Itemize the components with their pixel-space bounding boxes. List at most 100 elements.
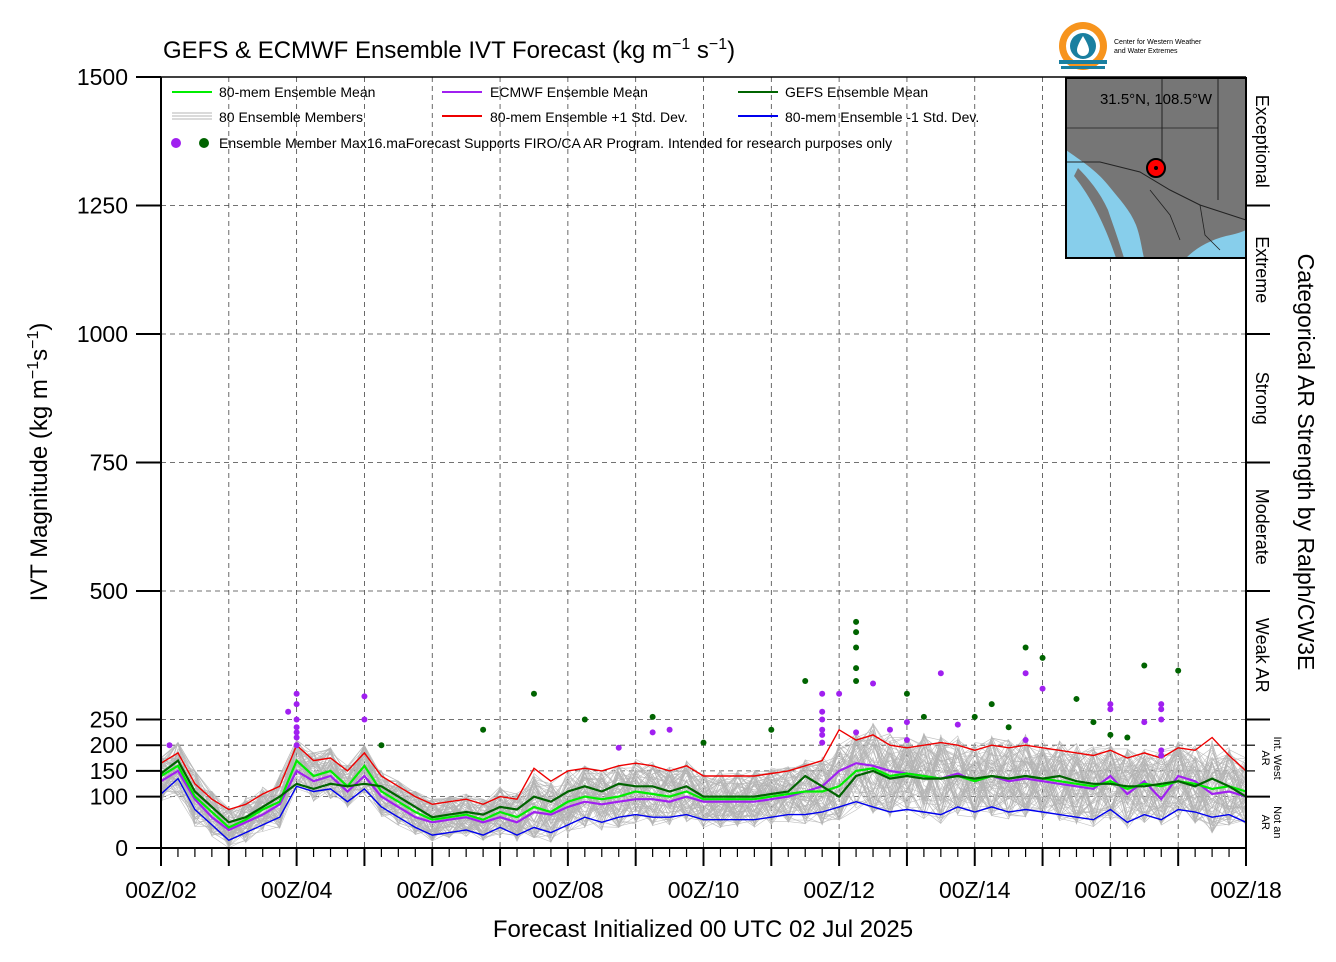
ecmwf-max-point xyxy=(954,721,961,728)
gefs-max-point xyxy=(853,629,860,636)
legend-minus: 80-mem Ensemble -1 Std. Dev. xyxy=(785,109,979,125)
gefs-max-point xyxy=(1022,644,1029,651)
inset-location: 31.5°N, 108.5°W xyxy=(1100,91,1213,108)
max-points xyxy=(166,618,1182,759)
ecmwf-max-point xyxy=(819,690,826,697)
gefs-max-point xyxy=(853,677,860,684)
ecmwf-max-point xyxy=(1141,719,1148,726)
gefs-max-point xyxy=(802,677,809,684)
ecmwf-max-point xyxy=(1158,752,1165,759)
x-axis-label: Forecast Initialized 00 UTC 02 Jul 2025 xyxy=(493,916,913,943)
ecmwf-max-point xyxy=(819,716,826,723)
logo-line-1: Center for Western Weather xyxy=(1114,39,1202,46)
x-tick-label: 00Z/02 xyxy=(125,877,197,903)
ecmwf-max-point xyxy=(293,742,300,749)
gefs-max-point xyxy=(1039,654,1046,661)
x-ticks: 00Z/02 00Z/04 00Z/06 00Z/08 00Z/10 00Z/12 00Z/… xyxy=(125,848,1282,903)
ecmwf-max-point xyxy=(293,729,300,736)
ecmwf-max-point xyxy=(1039,685,1046,692)
category-label: Strong xyxy=(1252,372,1272,425)
ensemble-member-line xyxy=(160,738,1247,839)
ensemble-member-line xyxy=(160,739,1247,838)
category-label-part: AR xyxy=(1259,815,1271,830)
legend-plus: 80-mem Ensemble +1 Std. Dev. xyxy=(490,109,688,125)
chart-title: GEFS & ECMWF Ensemble IVT Forecast (kg m… xyxy=(163,36,735,64)
ensemble-member-line xyxy=(160,736,1247,834)
category-label-part: AR xyxy=(1259,750,1271,765)
gefs-max-point xyxy=(988,701,995,708)
ecmwf-max-point xyxy=(285,708,292,715)
ecmwf-max-point xyxy=(903,737,910,744)
ecmwf-max-point xyxy=(819,739,826,746)
x-tick-label: 00Z/16 xyxy=(1075,877,1147,903)
ensemble-member-line xyxy=(160,732,1247,839)
gefs-max-point xyxy=(1175,667,1182,674)
gefs-max-point xyxy=(853,665,860,672)
ensemble-member-line xyxy=(160,728,1247,841)
gefs-max-point xyxy=(581,716,588,723)
category-label: Int. West xyxy=(1271,736,1283,779)
ecmwf-max-point xyxy=(819,726,826,733)
x-tick-label: 00Z/18 xyxy=(1210,877,1282,903)
ensemble-member-line xyxy=(160,734,1247,839)
gefs-max-point xyxy=(971,713,978,720)
legend: 80-mem Ensemble Mean 80 Ensemble Members… xyxy=(171,84,979,151)
ensemble-member-line xyxy=(160,737,1247,842)
y-tick-label: 1500 xyxy=(77,64,128,90)
gefs-max-point xyxy=(1073,695,1080,702)
ecmwf-max-point xyxy=(853,729,860,736)
inset-map: 31.5°N, 108.5°W xyxy=(1065,77,1247,259)
ecmwf-max-point xyxy=(166,742,173,749)
legend-gefs: GEFS Ensemble Mean xyxy=(785,84,928,100)
category-label: Not an xyxy=(1271,806,1283,838)
gefs-max-point xyxy=(649,713,656,720)
gefs-max-point xyxy=(1005,724,1012,731)
legend-ecmwf: ECMWF Ensemble Mean xyxy=(490,84,648,100)
ecmwf-max-point xyxy=(1158,716,1165,723)
ecmwf-max-point xyxy=(666,726,673,733)
x-tick-label: 00Z/10 xyxy=(668,877,740,903)
notice-text: Forecast Supports FIRO/CA AR Program. In… xyxy=(406,135,892,151)
ecmwf-max-point xyxy=(1022,670,1029,677)
gefs-max-point xyxy=(700,739,707,746)
y-tick-label: 0 xyxy=(115,835,128,861)
y-tick-label: 750 xyxy=(90,450,128,476)
series-plus-line xyxy=(160,728,1247,811)
ensemble-members xyxy=(160,722,1247,849)
ensemble-member-line xyxy=(160,736,1247,839)
x-tick-label: 00Z/06 xyxy=(396,877,468,903)
y-axis-label: IVT Magnitude (kg m−1s−1) xyxy=(25,323,53,602)
ecmwf-max-point xyxy=(293,716,300,723)
ecmwf-max-point xyxy=(870,680,877,687)
gefs-max-point xyxy=(853,644,860,651)
gefs-max-point xyxy=(1124,734,1131,741)
gefs-max-point xyxy=(1107,731,1114,738)
legend-members: 80 Ensemble Members xyxy=(219,109,363,125)
ecmwf-max-point xyxy=(361,693,368,700)
y-tick-label: 1000 xyxy=(77,321,128,347)
x-tick-label: 00Z/04 xyxy=(261,877,333,903)
series-mean-line xyxy=(160,758,1247,829)
logo-line-2: and Water Extremes xyxy=(1114,48,1178,55)
ecmwf-max-point xyxy=(1158,706,1165,713)
ecmwf-max-point xyxy=(293,724,300,731)
ensemble-member-line xyxy=(160,740,1247,834)
category-label: Weak AR xyxy=(1252,618,1272,693)
x-tick-label: 00Z/12 xyxy=(803,877,875,903)
ecmwf-max-point xyxy=(937,670,944,677)
y-tick-label: 500 xyxy=(90,578,128,604)
gefs-max-point xyxy=(1141,662,1148,669)
water-drop-icon xyxy=(1077,36,1089,56)
ecmwf-max-point xyxy=(836,690,843,697)
y-tick-label: 200 xyxy=(90,732,128,758)
legend-max: Ensemble Member Max16.maForecast Support… xyxy=(219,135,892,151)
y-tick-label: 250 xyxy=(90,707,128,733)
ensemble-member-line xyxy=(160,739,1247,838)
ecmwf-max-point xyxy=(1158,747,1165,754)
y-tick-label: 100 xyxy=(90,784,128,810)
ecmwf-max-point xyxy=(903,719,910,726)
ecmwf-max-point xyxy=(886,726,893,733)
